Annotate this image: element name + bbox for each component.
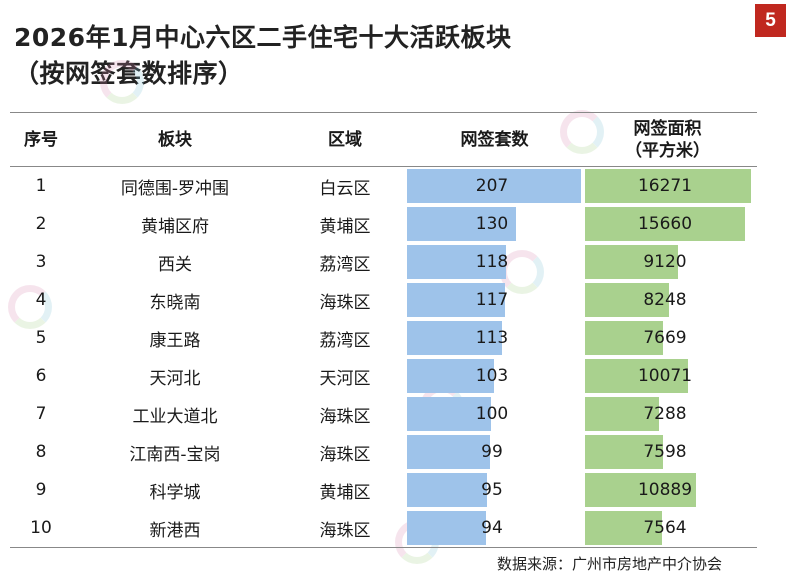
count-bar	[407, 473, 487, 507]
rank-cell: 10	[30, 518, 52, 538]
area-bar	[585, 321, 663, 355]
count-value-label: 118	[475, 252, 509, 272]
area-value-label: 7564	[643, 518, 687, 538]
header-count: 网签套数	[460, 129, 529, 150]
district-cell: 海珠区	[319, 444, 371, 465]
count-value-label: 95	[481, 480, 503, 500]
page-number-badge: 5	[755, 4, 786, 37]
count-bar	[407, 207, 516, 241]
data-source-note: 数据来源：广州市房地产中介协会	[497, 555, 723, 573]
title-line-2: （按网签套数排序）	[14, 59, 244, 88]
rank-cell: 3	[35, 252, 47, 272]
rank-cell: 1	[35, 176, 47, 196]
title-line-1: 2026年1月中心六区二手住宅十大活跃板块	[14, 23, 512, 52]
area-value-label: 8248	[643, 290, 687, 310]
district-cell: 海珠区	[319, 292, 371, 313]
area-bar	[585, 473, 696, 507]
count-bar	[407, 435, 490, 469]
district-cell: 海珠区	[319, 406, 371, 427]
area-value-label: 10071	[637, 366, 693, 386]
area-value-label: 10889	[637, 480, 693, 500]
block-cell: 东晓南	[149, 292, 201, 313]
count-bar	[407, 511, 486, 545]
chart-title: 2026年1月中心六区二手住宅十大活跃板块 （按网签套数排序）	[14, 20, 511, 92]
header-area-line-2: （平方米）	[625, 140, 710, 161]
district-cell: 荔湾区	[319, 254, 371, 275]
district-cell: 海珠区	[319, 520, 371, 541]
district-cell: 天河区	[319, 368, 371, 389]
table-top-rule	[10, 112, 757, 113]
count-bar	[407, 321, 502, 355]
header-block: 板块	[158, 129, 192, 150]
count-bar	[407, 169, 581, 203]
district-cell: 黄埔区	[319, 482, 371, 503]
block-cell: 同德围-罗冲围	[120, 178, 230, 199]
area-bar	[585, 435, 663, 469]
block-cell: 康王路	[149, 330, 201, 351]
district-cell: 白云区	[319, 178, 371, 199]
district-cell: 荔湾区	[319, 330, 371, 351]
district-cell: 黄埔区	[319, 216, 371, 237]
area-value-label: 7669	[643, 328, 687, 348]
block-cell: 工业大道北	[132, 406, 218, 427]
area-bar	[585, 245, 678, 279]
count-bar	[407, 283, 505, 317]
area-value-label: 9120	[643, 252, 687, 272]
area-value-label: 16271	[637, 176, 693, 196]
rank-cell: 6	[35, 366, 47, 386]
area-bar	[585, 169, 751, 203]
count-bar	[407, 245, 506, 279]
block-cell: 黄埔区府	[141, 216, 209, 237]
count-value-label: 100	[475, 404, 509, 424]
count-value-label: 130	[475, 214, 509, 234]
area-bar	[585, 283, 669, 317]
rank-cell: 7	[35, 404, 47, 424]
count-value-label: 207	[475, 176, 509, 196]
count-value-label: 113	[475, 328, 509, 348]
area-bar	[585, 207, 745, 241]
block-cell: 天河北	[149, 368, 201, 389]
block-cell: 江南西-宝岗	[129, 444, 221, 465]
rank-cell: 8	[35, 442, 47, 462]
count-bar	[407, 397, 491, 431]
rank-cell: 5	[35, 328, 47, 348]
rank-cell: 9	[35, 480, 47, 500]
block-cell: 科学城	[149, 482, 201, 503]
header-area-line-1: 网签面积	[633, 118, 702, 139]
header-district: 区域	[328, 129, 362, 150]
area-value-label: 7288	[643, 404, 687, 424]
rank-cell: 2	[35, 214, 47, 234]
header-area: 网签面积 （平方米）	[585, 113, 750, 166]
area-bar	[585, 397, 659, 431]
area-value-label: 15660	[637, 214, 693, 234]
block-cell: 新港西	[149, 520, 201, 541]
count-value-label: 117	[475, 290, 509, 310]
count-value-label: 99	[481, 442, 503, 462]
count-value-label: 94	[481, 518, 503, 538]
area-bar	[585, 511, 662, 545]
table-header-rule	[10, 166, 757, 167]
header-rank: 序号	[24, 129, 58, 150]
area-bar	[585, 359, 688, 393]
block-cell: 西关	[158, 254, 192, 275]
count-bar	[407, 359, 494, 393]
table-bottom-rule	[10, 547, 757, 548]
area-value-label: 7598	[643, 442, 687, 462]
rank-cell: 4	[35, 290, 47, 310]
count-value-label: 103	[475, 366, 509, 386]
